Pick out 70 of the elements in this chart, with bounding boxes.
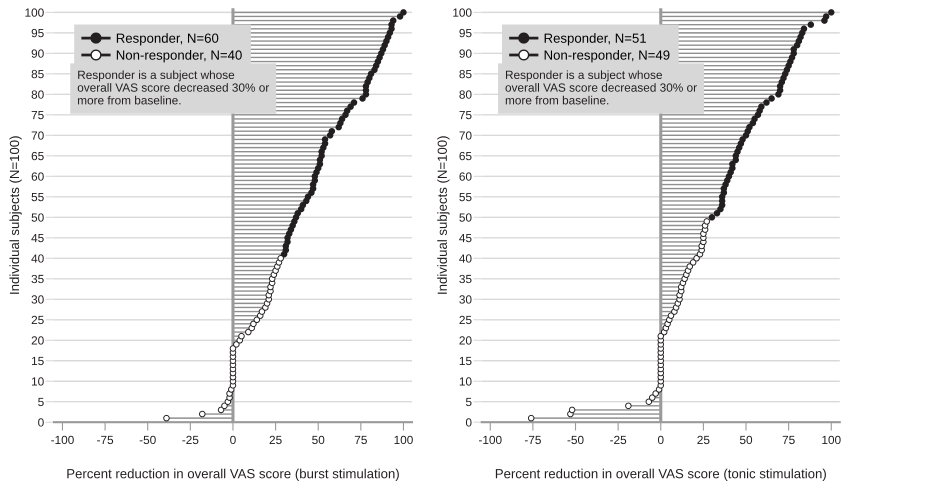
y-tick-label: 95 xyxy=(32,28,44,38)
y-tick-label: 25 xyxy=(459,316,472,324)
legend-label: Responder, N=51 xyxy=(544,33,646,46)
y-tick-label: 60 xyxy=(459,172,472,181)
x-tick-label: 100 xyxy=(394,436,413,444)
x-tick-label: 25 xyxy=(697,436,710,444)
x-tick-label: 75 xyxy=(782,436,795,444)
y-tick-label: 45 xyxy=(459,234,472,242)
y-tick-label: 70 xyxy=(459,131,472,140)
x-tick-label: 0 xyxy=(230,436,236,444)
y-tick-label: 55 xyxy=(459,192,472,202)
y-tick-label: 50 xyxy=(32,213,44,222)
y-tick-label: 0 xyxy=(38,418,44,427)
y-tick-label: 90 xyxy=(459,49,472,58)
y-tick-label: 75 xyxy=(459,110,472,120)
y-tick-label: 35 xyxy=(32,274,44,284)
y-tick-label: 100 xyxy=(453,8,472,17)
x-axis-title: Percent reduction in overall VAS score (tonic stimulation) xyxy=(496,468,826,481)
y-tick-label: 35 xyxy=(459,274,472,284)
y-tick-label: 15 xyxy=(32,356,44,366)
y-tick-label: 85 xyxy=(459,70,472,78)
y-tick-label: 65 xyxy=(459,152,472,160)
y-tick-label: 75 xyxy=(32,110,44,120)
x-tick-label: -50 xyxy=(568,436,584,444)
x-tick-label: 50 xyxy=(312,436,324,444)
y-tick-label: 80 xyxy=(459,90,472,99)
annotation: Responder is a subject whose overall VAS score decreased 30% or more from baseline. xyxy=(78,70,270,104)
x-tick-label: 50 xyxy=(740,436,752,444)
x-tick-label: 100 xyxy=(822,436,841,444)
x-tick-label: -75 xyxy=(97,436,114,444)
y-tick-label: 10 xyxy=(460,377,472,386)
y-tick-label: 0 xyxy=(466,418,472,427)
y-tick-label: 30 xyxy=(459,295,472,304)
y-tick-label: 25 xyxy=(32,316,44,324)
x-tick-label: -75 xyxy=(524,436,541,444)
y-tick-label: 5 xyxy=(466,398,472,406)
y-tick-label: 55 xyxy=(32,192,44,202)
x-tick-label: -25 xyxy=(610,436,626,444)
y-tick-label: 20 xyxy=(32,336,44,345)
y-tick-label: 70 xyxy=(32,131,44,140)
annotation: Responder is a subject whose overall VAS score decreased 30% or more from baseline. xyxy=(506,70,697,104)
y-tick-label: 90 xyxy=(32,49,44,58)
y-tick-label: 45 xyxy=(31,234,44,242)
legend-label: Non-responder, N=49 xyxy=(544,50,670,62)
y-axis-title: Individual subjects (N=100) xyxy=(437,136,450,294)
y-tick-label: 65 xyxy=(32,152,44,160)
legend-label: Responder, N=60 xyxy=(116,33,218,46)
y-tick-label: 40 xyxy=(459,254,472,263)
y-tick-label: 50 xyxy=(459,213,472,222)
y-tick-label: 95 xyxy=(459,28,472,38)
x-tick-label: -25 xyxy=(182,436,198,444)
y-tick-label: 60 xyxy=(32,172,44,181)
y-tick-label: 30 xyxy=(32,295,44,304)
x-tick-label: 25 xyxy=(270,436,282,444)
x-tick-label: -100 xyxy=(478,436,502,444)
x-axis-title: Percent reduction in overall VAS score (burst stimulation) xyxy=(67,468,399,481)
y-tick-label: 100 xyxy=(25,8,44,17)
x-tick-label: 75 xyxy=(354,436,367,444)
y-tick-label: 10 xyxy=(32,377,44,386)
x-tick-label: -100 xyxy=(51,436,74,444)
y-axis-title: Individual subjects (N=100) xyxy=(9,136,22,294)
x-tick-label: 0 xyxy=(658,436,664,444)
y-tick-label: 5 xyxy=(38,398,44,406)
y-tick-label: 40 xyxy=(31,254,44,263)
legend-label: Non-responder, N=40 xyxy=(116,50,242,62)
y-tick-label: 80 xyxy=(32,90,44,99)
y-tick-label: 15 xyxy=(460,356,472,366)
y-tick-label: 85 xyxy=(32,70,44,78)
y-tick-label: 20 xyxy=(459,336,472,345)
x-tick-label: -50 xyxy=(140,436,156,444)
